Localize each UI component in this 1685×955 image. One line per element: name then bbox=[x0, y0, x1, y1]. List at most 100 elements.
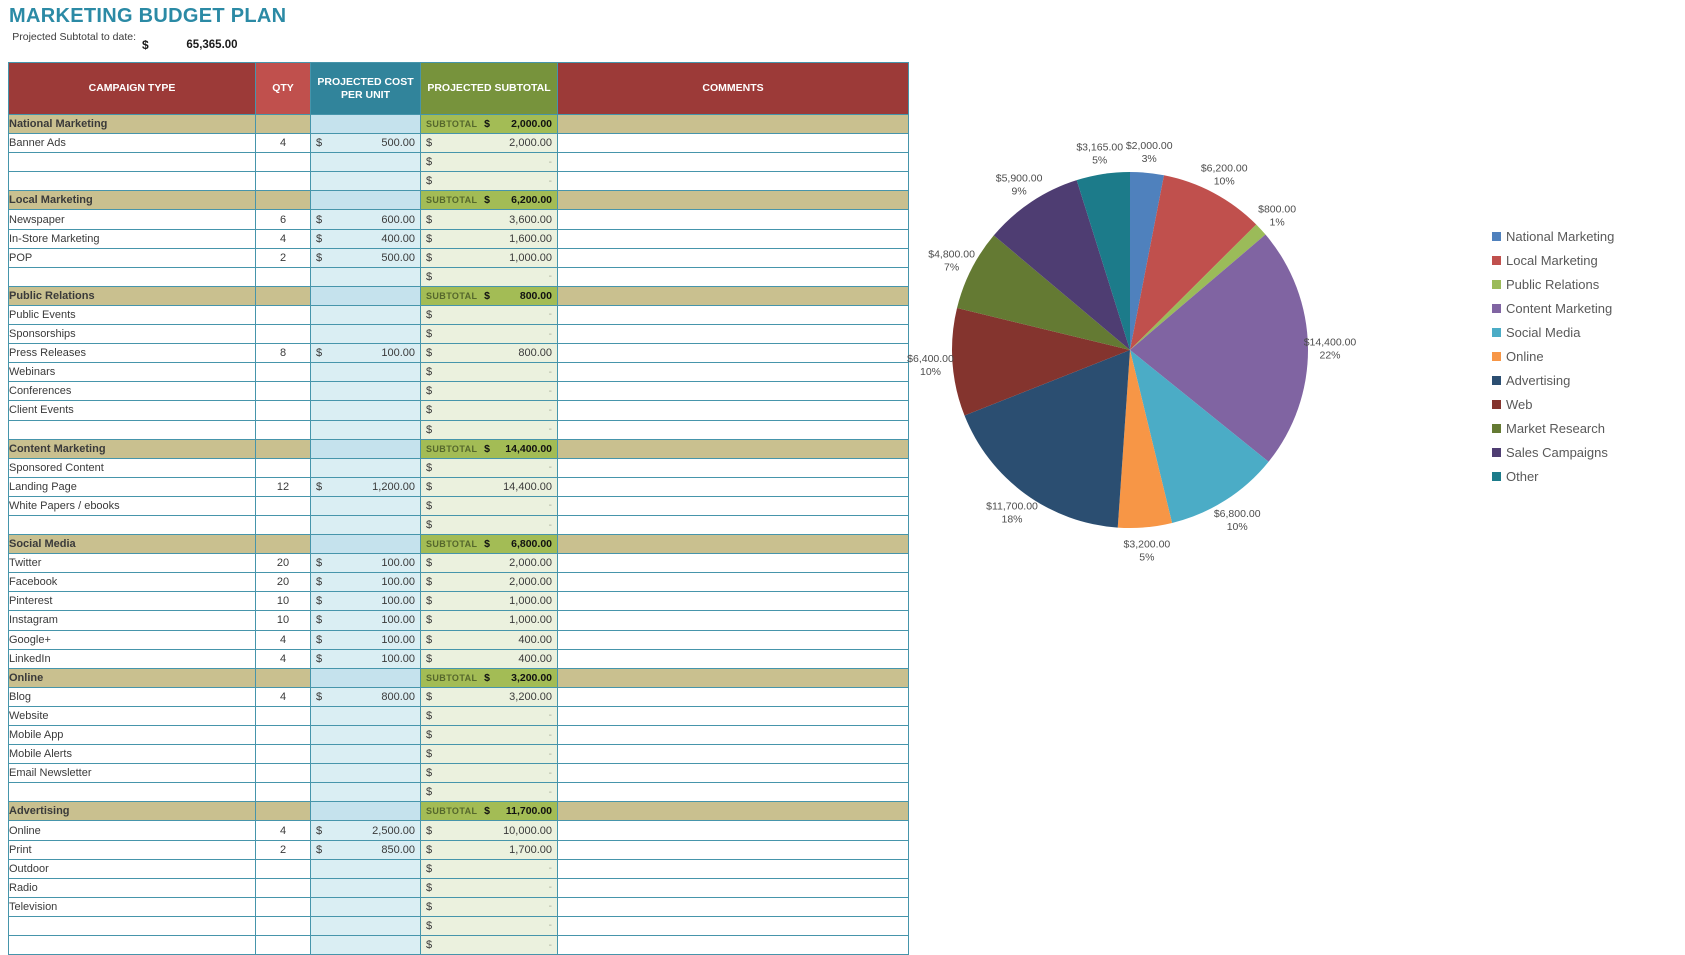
cell-comments[interactable] bbox=[557, 133, 909, 154]
cell-qty[interactable]: 10 bbox=[255, 591, 311, 612]
cell-qty[interactable] bbox=[255, 266, 311, 287]
cell-comments[interactable] bbox=[557, 896, 909, 917]
cell-campaign[interactable]: Print bbox=[8, 839, 256, 860]
cell-unit-cost[interactable] bbox=[310, 152, 421, 173]
cell-section-qty[interactable] bbox=[255, 801, 311, 822]
cell-comments[interactable] bbox=[557, 858, 909, 879]
cell-campaign[interactable]: Mobile App bbox=[8, 724, 256, 746]
cell-subtotal[interactable]: $ - bbox=[420, 152, 558, 173]
cell-comments[interactable] bbox=[557, 724, 909, 746]
cell-campaign[interactable]: Twitter bbox=[8, 553, 256, 574]
cell-campaign[interactable]: White Papers / ebooks bbox=[8, 495, 256, 516]
cell-campaign[interactable]: Online bbox=[8, 820, 256, 841]
cell-comments[interactable] bbox=[557, 935, 909, 955]
cell-subtotal[interactable]: $ - bbox=[420, 858, 558, 879]
cell-campaign[interactable] bbox=[8, 782, 256, 803]
cell-subtotal[interactable]: $1,000.00 bbox=[420, 247, 558, 268]
cell-comments[interactable] bbox=[557, 744, 909, 765]
cell-subtotal[interactable]: $ - bbox=[420, 171, 558, 192]
cell-comments[interactable] bbox=[557, 705, 909, 727]
header-comments[interactable]: COMMENTS bbox=[557, 62, 909, 115]
cell-comments[interactable] bbox=[557, 304, 909, 326]
cell-comments[interactable] bbox=[557, 381, 909, 402]
cell-unit-cost[interactable] bbox=[310, 400, 421, 421]
cell-section-name[interactable]: Local Marketing bbox=[8, 190, 256, 211]
cell-subtotal[interactable]: $2,000.00 bbox=[420, 133, 558, 154]
cell-unit-cost[interactable]: $600.00 bbox=[310, 209, 421, 230]
cell-campaign[interactable]: Blog bbox=[8, 686, 256, 707]
cell-section-name[interactable]: Public Relations bbox=[8, 285, 256, 306]
cell-comments[interactable] bbox=[557, 171, 909, 192]
cell-comments[interactable] bbox=[557, 553, 909, 574]
cell-comments[interactable] bbox=[557, 228, 909, 249]
cell-section-subtotal[interactable]: SUBTOTAL $800.00 bbox=[420, 285, 558, 306]
cell-qty[interactable] bbox=[255, 457, 311, 478]
cell-subtotal[interactable]: $ - bbox=[420, 896, 558, 917]
cell-qty[interactable] bbox=[255, 400, 311, 421]
cell-campaign[interactable]: POP bbox=[8, 247, 256, 268]
cell-unit-cost[interactable] bbox=[310, 495, 421, 516]
cell-qty[interactable] bbox=[255, 381, 311, 402]
cell-subtotal[interactable]: $ - bbox=[420, 514, 558, 536]
cell-qty[interactable]: 4 bbox=[255, 133, 311, 154]
cell-unit-cost[interactable]: $100.00 bbox=[310, 648, 421, 669]
cell-section-name[interactable]: National Marketing bbox=[8, 113, 256, 135]
cell-qty[interactable] bbox=[255, 495, 311, 516]
cell-subtotal[interactable]: $1,600.00 bbox=[420, 228, 558, 249]
cell-subtotal[interactable]: $400.00 bbox=[420, 629, 558, 650]
cell-qty[interactable] bbox=[255, 763, 311, 784]
cell-comments[interactable] bbox=[557, 457, 909, 478]
cell-qty[interactable] bbox=[255, 324, 311, 345]
cell-unit-cost[interactable] bbox=[310, 362, 421, 383]
cell-subtotal[interactable]: $ - bbox=[420, 495, 558, 516]
cell-subtotal[interactable]: $ - bbox=[420, 419, 558, 440]
cell-subtotal[interactable]: $ - bbox=[420, 935, 558, 955]
cell-unit-cost[interactable] bbox=[310, 304, 421, 326]
cell-unit-cost[interactable] bbox=[310, 266, 421, 287]
cell-qty[interactable]: 8 bbox=[255, 343, 311, 364]
cell-campaign[interactable]: Sponsorships bbox=[8, 324, 256, 345]
cell-section-comments[interactable] bbox=[557, 285, 909, 306]
cell-qty[interactable]: 12 bbox=[255, 476, 311, 497]
cell-unit-cost[interactable] bbox=[310, 705, 421, 727]
cell-comments[interactable] bbox=[557, 362, 909, 383]
cell-subtotal[interactable]: $3,200.00 bbox=[420, 686, 558, 707]
cell-qty[interactable] bbox=[255, 896, 311, 917]
cell-campaign[interactable]: Instagram bbox=[8, 610, 256, 631]
cell-section-qty[interactable] bbox=[255, 285, 311, 306]
cell-section-name[interactable]: Online bbox=[8, 667, 256, 688]
cell-campaign[interactable] bbox=[8, 171, 256, 192]
cell-subtotal[interactable]: $1,700.00 bbox=[420, 839, 558, 860]
cell-campaign[interactable] bbox=[8, 514, 256, 536]
cell-section-qty[interactable] bbox=[255, 190, 311, 211]
cell-unit-cost[interactable] bbox=[310, 514, 421, 536]
cell-section-cost[interactable] bbox=[310, 438, 421, 459]
cell-qty[interactable] bbox=[255, 744, 311, 765]
cell-comments[interactable] bbox=[557, 915, 909, 937]
header-campaign-type[interactable]: CAMPAIGN TYPE bbox=[8, 62, 256, 115]
cell-qty[interactable] bbox=[255, 514, 311, 536]
cell-campaign[interactable] bbox=[8, 152, 256, 173]
cell-subtotal[interactable]: $ - bbox=[420, 782, 558, 803]
cell-unit-cost[interactable] bbox=[310, 419, 421, 440]
cell-unit-cost[interactable]: $100.00 bbox=[310, 629, 421, 650]
cell-section-cost[interactable] bbox=[310, 534, 421, 555]
cell-section-subtotal[interactable]: SUBTOTAL $3,200.00 bbox=[420, 667, 558, 688]
cell-section-cost[interactable] bbox=[310, 190, 421, 211]
cell-comments[interactable] bbox=[557, 820, 909, 841]
cell-campaign[interactable]: Radio bbox=[8, 877, 256, 898]
cell-comments[interactable] bbox=[557, 343, 909, 364]
cell-qty[interactable] bbox=[255, 858, 311, 879]
cell-unit-cost[interactable] bbox=[310, 782, 421, 803]
cell-qty[interactable]: 4 bbox=[255, 686, 311, 707]
cell-subtotal[interactable]: $ - bbox=[420, 744, 558, 765]
cell-section-subtotal[interactable]: SUBTOTAL $6,200.00 bbox=[420, 190, 558, 211]
cell-subtotal[interactable]: $2,000.00 bbox=[420, 572, 558, 593]
cell-section-name[interactable]: Social Media bbox=[8, 534, 256, 555]
cell-comments[interactable] bbox=[557, 839, 909, 860]
cell-unit-cost[interactable] bbox=[310, 744, 421, 765]
cell-qty[interactable]: 4 bbox=[255, 629, 311, 650]
cell-campaign[interactable]: Facebook bbox=[8, 572, 256, 593]
cell-qty[interactable] bbox=[255, 705, 311, 727]
cell-unit-cost[interactable]: $1,200.00 bbox=[310, 476, 421, 497]
